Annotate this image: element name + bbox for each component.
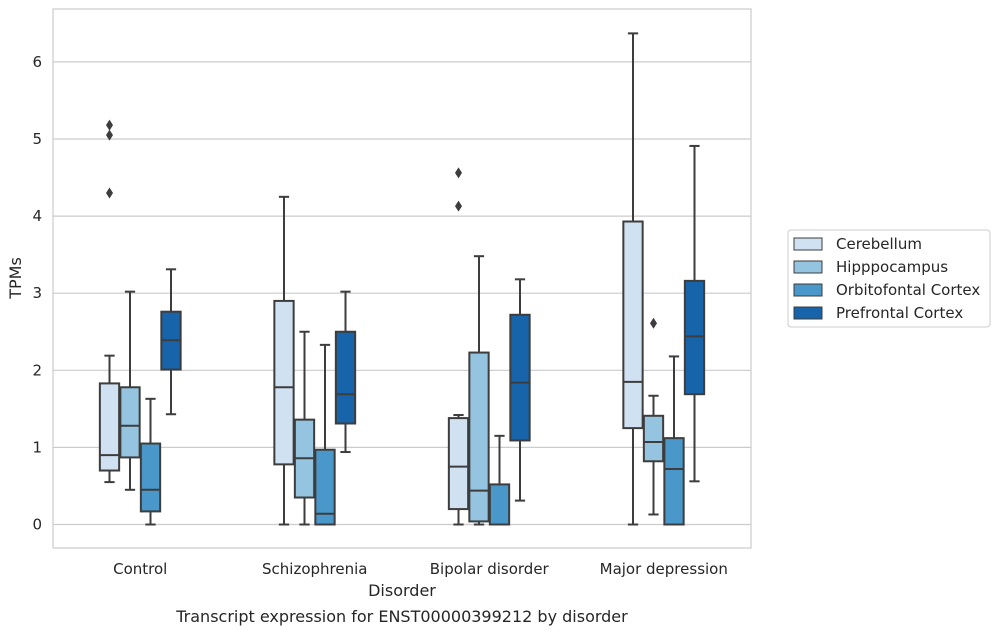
- y-tick-labels: 0 1 2 3 4 5 6: [32, 53, 42, 534]
- outlier-point: [455, 167, 462, 179]
- plot-frame: [52, 8, 752, 549]
- y-tick-label: 5: [32, 130, 42, 148]
- legend-swatch: [793, 306, 823, 320]
- box: [447, 417, 470, 511]
- legend-label: Hipppocampus: [836, 258, 948, 276]
- box-groups: [98, 32, 706, 526]
- box: [509, 313, 531, 442]
- box: [98, 382, 121, 472]
- box: [488, 483, 511, 526]
- legend-label: Orbitofontal Cortex: [836, 281, 980, 299]
- legend-frame: [787, 229, 991, 328]
- x-tick-label: Schizophrenia: [262, 560, 367, 578]
- outlier-point: [455, 200, 462, 212]
- box-group: [273, 195, 357, 526]
- outlier-point: [106, 119, 113, 131]
- legend-label: Prefrontal Cortex: [836, 304, 963, 322]
- y-tick-label: 1: [32, 438, 42, 456]
- box-group: [447, 167, 531, 526]
- box: [273, 299, 295, 466]
- box: [663, 437, 685, 526]
- y-tick-label: 4: [32, 207, 42, 225]
- x-tick-labels: Control Schizophrenia Bipolar disorder Majo…: [113, 560, 728, 578]
- box: [622, 220, 644, 430]
- x-tick-label: Bipolar disorder: [430, 560, 550, 578]
- outlier-point: [106, 129, 113, 141]
- x-axis-title: Disorder: [368, 581, 436, 600]
- y-tick-label: 2: [32, 361, 42, 379]
- legend-swatch: [793, 283, 823, 297]
- legend: Cerebellum Hipppocampus Orbitofontal Corte…: [787, 229, 991, 328]
- y-tick-label: 6: [32, 53, 42, 71]
- legend-label: Cerebellum: [836, 235, 922, 253]
- box: [468, 351, 490, 523]
- outlier-point: [106, 187, 113, 199]
- box: [314, 448, 336, 526]
- box-group: [98, 119, 182, 526]
- y-tick-label: 3: [32, 284, 42, 302]
- chart-caption: Transcript expression for ENST0000039921…: [175, 607, 628, 626]
- y-axis-title: TPMs: [6, 257, 25, 300]
- x-tick-label: Control: [113, 560, 167, 578]
- box: [683, 279, 706, 396]
- box: [119, 386, 141, 459]
- outlier-point: [650, 317, 657, 329]
- legend-swatch: [793, 260, 823, 274]
- y-tick-label: 0: [32, 516, 42, 534]
- box: [139, 442, 162, 513]
- legend-swatch: [793, 237, 823, 251]
- box-group: [622, 32, 706, 526]
- box: [642, 414, 665, 463]
- x-tick-label: Major depression: [600, 560, 728, 578]
- box: [334, 330, 357, 425]
